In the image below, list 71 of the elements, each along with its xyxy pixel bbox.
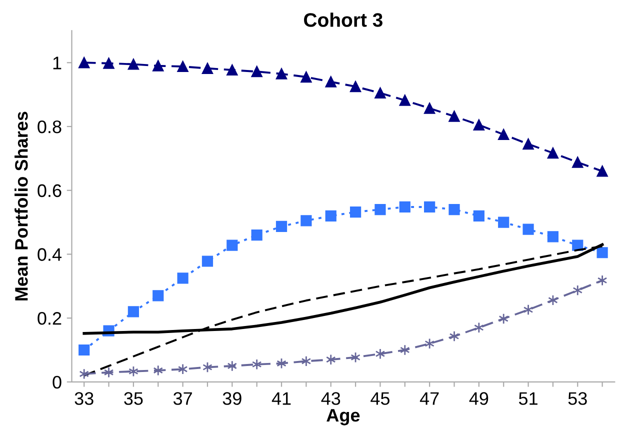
point — [202, 62, 214, 74]
y-tick-label: 0.8 — [38, 120, 62, 134]
x-tick-label: 45 — [370, 392, 390, 405]
y-tick-label: 1 — [53, 56, 62, 70]
point — [276, 220, 288, 232]
point — [424, 338, 434, 350]
point — [473, 119, 484, 130]
y-tick-label: 0 — [52, 376, 62, 389]
x-tick-label: 49 — [469, 392, 488, 405]
point — [572, 156, 584, 168]
x-tick-label: 53 — [568, 392, 587, 405]
point — [448, 110, 460, 122]
point — [128, 58, 140, 70]
point — [448, 204, 460, 216]
chart-title: Cohort 3 — [304, 12, 382, 27]
point — [498, 216, 510, 228]
point — [400, 344, 410, 356]
x-axis-title: Age — [326, 409, 360, 426]
point — [325, 210, 336, 222]
point — [177, 272, 188, 284]
point — [326, 354, 336, 366]
x-tick-label: 33 — [74, 392, 94, 405]
point — [547, 147, 559, 159]
point — [152, 290, 164, 302]
point — [152, 60, 164, 72]
x-tick-label: 39 — [222, 392, 242, 405]
y-tick-label: 0.6 — [38, 184, 62, 198]
point — [596, 247, 608, 258]
point — [399, 94, 410, 106]
point — [276, 68, 288, 80]
x-tick-label: 51 — [518, 392, 538, 405]
point — [350, 81, 362, 92]
point — [177, 60, 188, 72]
point — [473, 210, 484, 222]
point — [522, 138, 534, 150]
y-tick-label: 0.2 — [38, 312, 62, 325]
point — [251, 66, 262, 78]
point — [572, 284, 583, 296]
x-tick-label: 43 — [321, 392, 340, 405]
point — [103, 58, 114, 69]
point — [547, 231, 559, 242]
point — [399, 201, 410, 213]
point — [79, 368, 90, 380]
point — [374, 204, 386, 216]
point — [498, 128, 510, 140]
point — [572, 240, 584, 251]
point — [325, 76, 336, 88]
y-axis-title: Mean Portfolio Shares — [14, 112, 28, 300]
point — [374, 87, 386, 99]
point — [596, 166, 608, 177]
point — [251, 230, 262, 241]
point — [424, 102, 436, 114]
point — [78, 57, 90, 68]
point — [226, 240, 238, 251]
y-tick-label: 0.4 — [38, 248, 62, 261]
point — [153, 364, 164, 376]
point — [300, 215, 312, 226]
point — [227, 360, 238, 372]
point — [78, 344, 90, 356]
point — [597, 274, 608, 286]
point — [424, 201, 436, 213]
point — [202, 256, 214, 267]
point — [350, 206, 362, 218]
x-tick-label: 35 — [124, 392, 143, 405]
x-tick-label: 47 — [420, 392, 439, 405]
x-tick-label: 37 — [173, 392, 192, 405]
point — [226, 64, 238, 76]
point — [522, 224, 534, 235]
point — [300, 71, 312, 83]
x-tick-label: 41 — [272, 392, 291, 405]
point — [128, 306, 140, 318]
